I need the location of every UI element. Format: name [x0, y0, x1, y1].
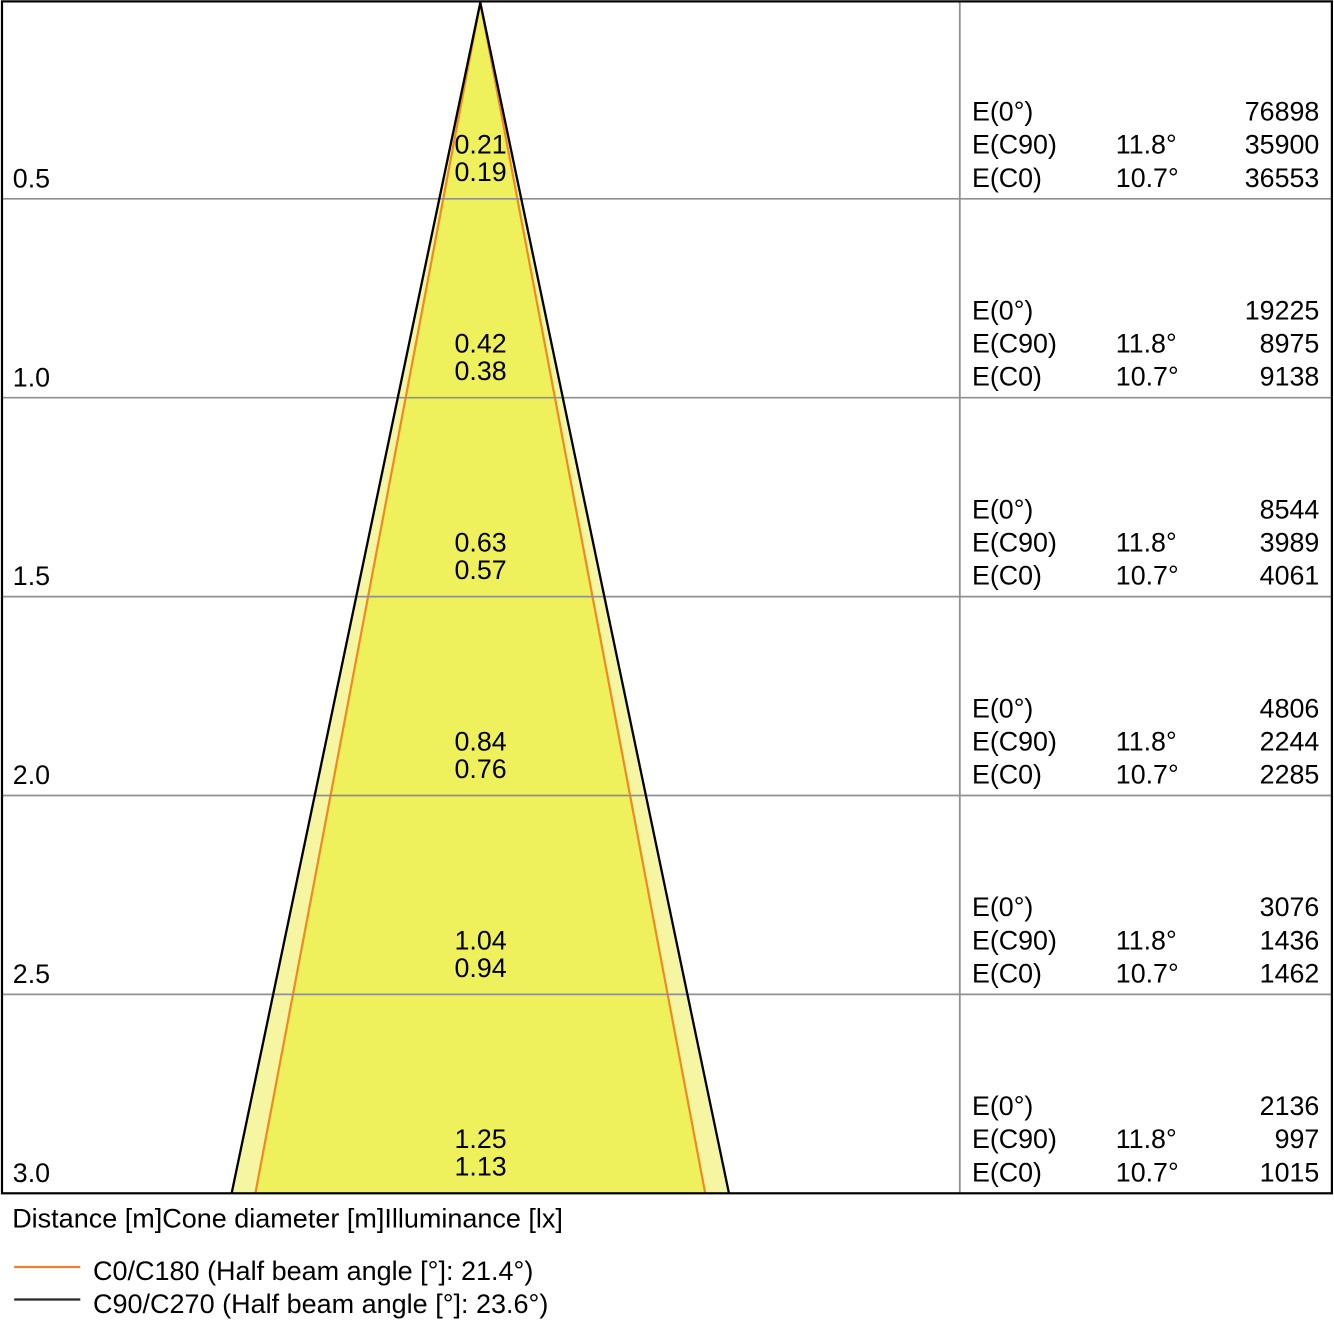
svg-text:1.25: 1.25 [455, 1124, 507, 1154]
svg-text:2136: 2136 [1260, 1091, 1320, 1121]
svg-text:4061: 4061 [1260, 561, 1320, 591]
svg-text:C90/C270 (Half beam angle [°]:: C90/C270 (Half beam angle [°]: 23.6°) [93, 1289, 548, 1319]
svg-text:3.0: 3.0 [13, 1158, 50, 1188]
svg-text:E(C90): E(C90) [972, 1124, 1057, 1154]
svg-text:1.0: 1.0 [13, 362, 50, 392]
svg-text:76898: 76898 [1245, 97, 1320, 127]
svg-text:E(C90): E(C90) [972, 726, 1057, 756]
svg-text:E(C0): E(C0) [972, 561, 1042, 591]
svg-text:1462: 1462 [1260, 958, 1320, 988]
svg-text:E(0°): E(0°) [972, 296, 1033, 326]
svg-text:0.21: 0.21 [455, 130, 507, 160]
svg-text:10.7°: 10.7° [1116, 1157, 1179, 1187]
svg-text:E(0°): E(0°) [972, 892, 1033, 922]
svg-text:E(0°): E(0°) [972, 97, 1033, 127]
svg-text:0.19: 0.19 [455, 157, 507, 187]
svg-text:Distance [m]Cone diameter [m]I: Distance [m]Cone diameter [m]Illuminance… [12, 1204, 563, 1234]
svg-text:E(C0): E(C0) [972, 760, 1042, 790]
svg-text:997: 997 [1275, 1124, 1320, 1154]
svg-text:11.8°: 11.8° [1116, 528, 1177, 558]
svg-text:E(C0): E(C0) [972, 362, 1042, 392]
svg-text:8975: 8975 [1260, 329, 1320, 359]
svg-text:0.94: 0.94 [455, 953, 507, 983]
svg-text:2.0: 2.0 [13, 760, 50, 790]
svg-text:9138: 9138 [1260, 362, 1320, 392]
svg-text:1015: 1015 [1260, 1157, 1320, 1187]
svg-text:E(C90): E(C90) [972, 130, 1057, 160]
svg-text:2285: 2285 [1260, 760, 1320, 790]
svg-text:19225: 19225 [1245, 296, 1320, 326]
svg-text:0.38: 0.38 [455, 356, 507, 386]
svg-text:E(0°): E(0°) [972, 494, 1033, 524]
svg-text:0.42: 0.42 [455, 329, 507, 359]
svg-text:3076: 3076 [1260, 892, 1320, 922]
svg-text:10.7°: 10.7° [1116, 561, 1179, 591]
svg-text:E(0°): E(0°) [972, 1091, 1033, 1121]
svg-text:E(C0): E(C0) [972, 1157, 1042, 1187]
svg-text:E(C0): E(C0) [972, 958, 1042, 988]
svg-text:2244: 2244 [1260, 726, 1320, 756]
svg-text:1.04: 1.04 [455, 925, 507, 955]
svg-text:E(C90): E(C90) [972, 329, 1057, 359]
svg-text:3989: 3989 [1260, 528, 1320, 558]
svg-text:1.13: 1.13 [455, 1152, 507, 1182]
svg-text:E(C90): E(C90) [972, 528, 1057, 558]
svg-text:11.8°: 11.8° [1116, 726, 1177, 756]
svg-text:0.57: 0.57 [455, 555, 507, 585]
svg-text:0.84: 0.84 [455, 726, 507, 756]
svg-text:C0/C180 (Half beam angle [°]:: C0/C180 (Half beam angle [°]: 21.4°) [93, 1256, 533, 1286]
svg-text:11.8°: 11.8° [1116, 1124, 1177, 1154]
svg-text:10.7°: 10.7° [1116, 163, 1179, 193]
svg-text:10.7°: 10.7° [1116, 362, 1179, 392]
svg-text:11.8°: 11.8° [1116, 130, 1177, 160]
svg-text:E(0°): E(0°) [972, 693, 1033, 723]
svg-text:8544: 8544 [1260, 494, 1320, 524]
svg-text:0.5: 0.5 [13, 163, 50, 193]
svg-text:2.5: 2.5 [13, 959, 50, 989]
svg-text:35900: 35900 [1245, 130, 1320, 160]
svg-text:10.7°: 10.7° [1116, 958, 1179, 988]
svg-text:36553: 36553 [1245, 163, 1320, 193]
svg-text:0.63: 0.63 [455, 528, 507, 558]
svg-text:E(C0): E(C0) [972, 163, 1042, 193]
svg-text:4806: 4806 [1260, 693, 1320, 723]
svg-text:1.5: 1.5 [13, 561, 50, 591]
svg-text:11.8°: 11.8° [1116, 925, 1177, 955]
svg-text:1436: 1436 [1260, 925, 1320, 955]
svg-text:11.8°: 11.8° [1116, 329, 1177, 359]
svg-text:10.7°: 10.7° [1116, 760, 1179, 790]
svg-text:0.76: 0.76 [455, 754, 507, 784]
svg-text:E(C90): E(C90) [972, 925, 1057, 955]
